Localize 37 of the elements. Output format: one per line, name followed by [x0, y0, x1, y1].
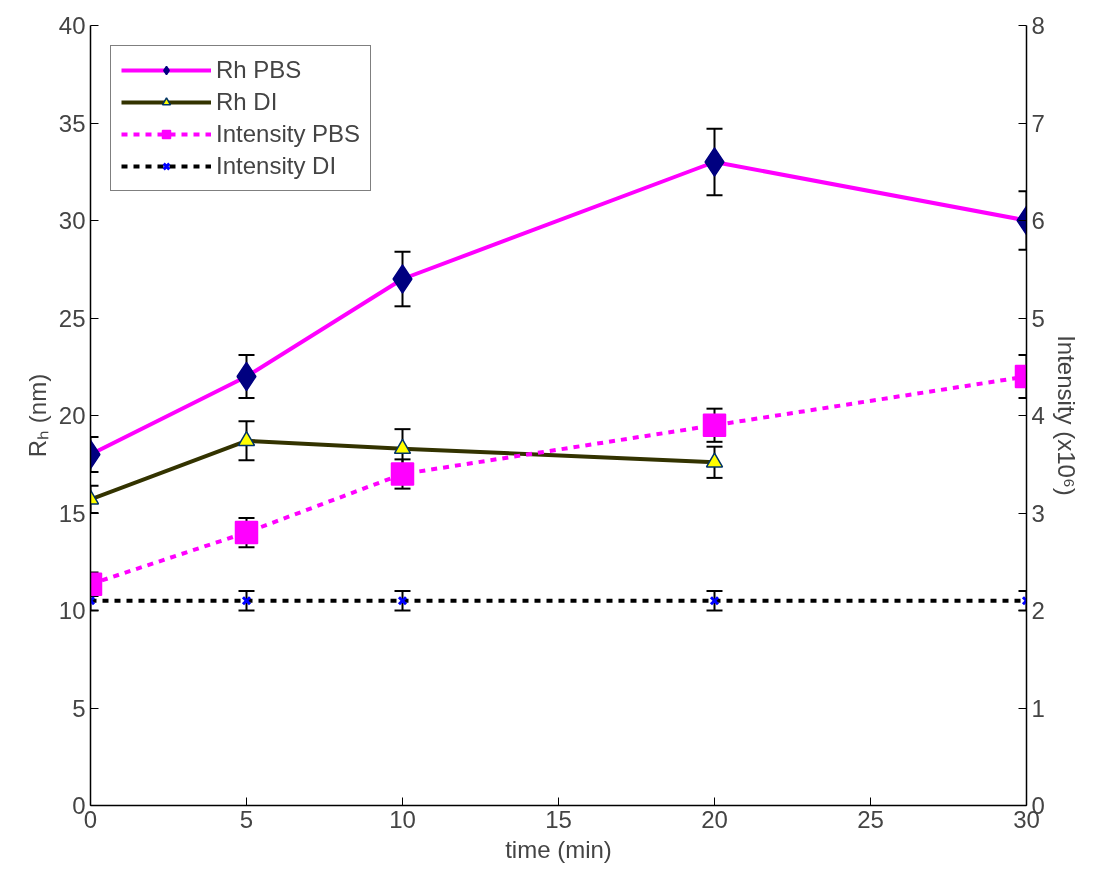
- legend-label: Rh PBS: [216, 56, 302, 84]
- y2-tick-label: 8: [1031, 12, 1045, 39]
- y2-tick-label: 7: [1031, 109, 1045, 137]
- point: [702, 413, 727, 437]
- x-tick-label: 20: [701, 805, 728, 833]
- legend-label: Rh DI: [216, 88, 278, 116]
- y2-axis-title: Intensity (x10⁶): [1052, 335, 1080, 496]
- y2-tick-label: 2: [1031, 597, 1045, 624]
- y2-tick-label: 3: [1031, 499, 1045, 527]
- y-axis-title: Rₕ (nm): [23, 373, 51, 458]
- point: [709, 595, 720, 606]
- point: [237, 430, 256, 447]
- y-tick-label: 30: [58, 207, 86, 234]
- x-axis-title: time (min): [505, 835, 612, 863]
- legend-label: Intensity PBS: [216, 120, 361, 148]
- point: [234, 520, 259, 545]
- y2-tick-label: 1: [1031, 694, 1045, 722]
- point: [392, 264, 413, 294]
- y-tick-label: 15: [58, 499, 86, 527]
- y-tick-label: 10: [58, 597, 86, 624]
- point: [397, 595, 408, 606]
- legend-label: Intensity DI: [216, 152, 337, 180]
- point: [390, 462, 415, 486]
- y-tick-label: 25: [58, 304, 86, 332]
- point: [393, 438, 412, 455]
- y-tick-label: 20: [58, 402, 86, 429]
- y-tick-label: 40: [58, 12, 86, 39]
- y-tick-label: 5: [72, 694, 86, 722]
- point: [241, 595, 252, 606]
- y2-tick-label: 4: [1031, 402, 1045, 429]
- x-tick-label: 15: [545, 805, 572, 833]
- x-tick-label: 5: [239, 805, 254, 833]
- y2-tick-label: 6: [1031, 207, 1045, 234]
- y2-tick-label: 5: [1031, 304, 1045, 332]
- y-tick-label: 35: [58, 109, 86, 137]
- x-tick-label: 10: [389, 805, 416, 833]
- x-tick-label: 25: [857, 805, 884, 833]
